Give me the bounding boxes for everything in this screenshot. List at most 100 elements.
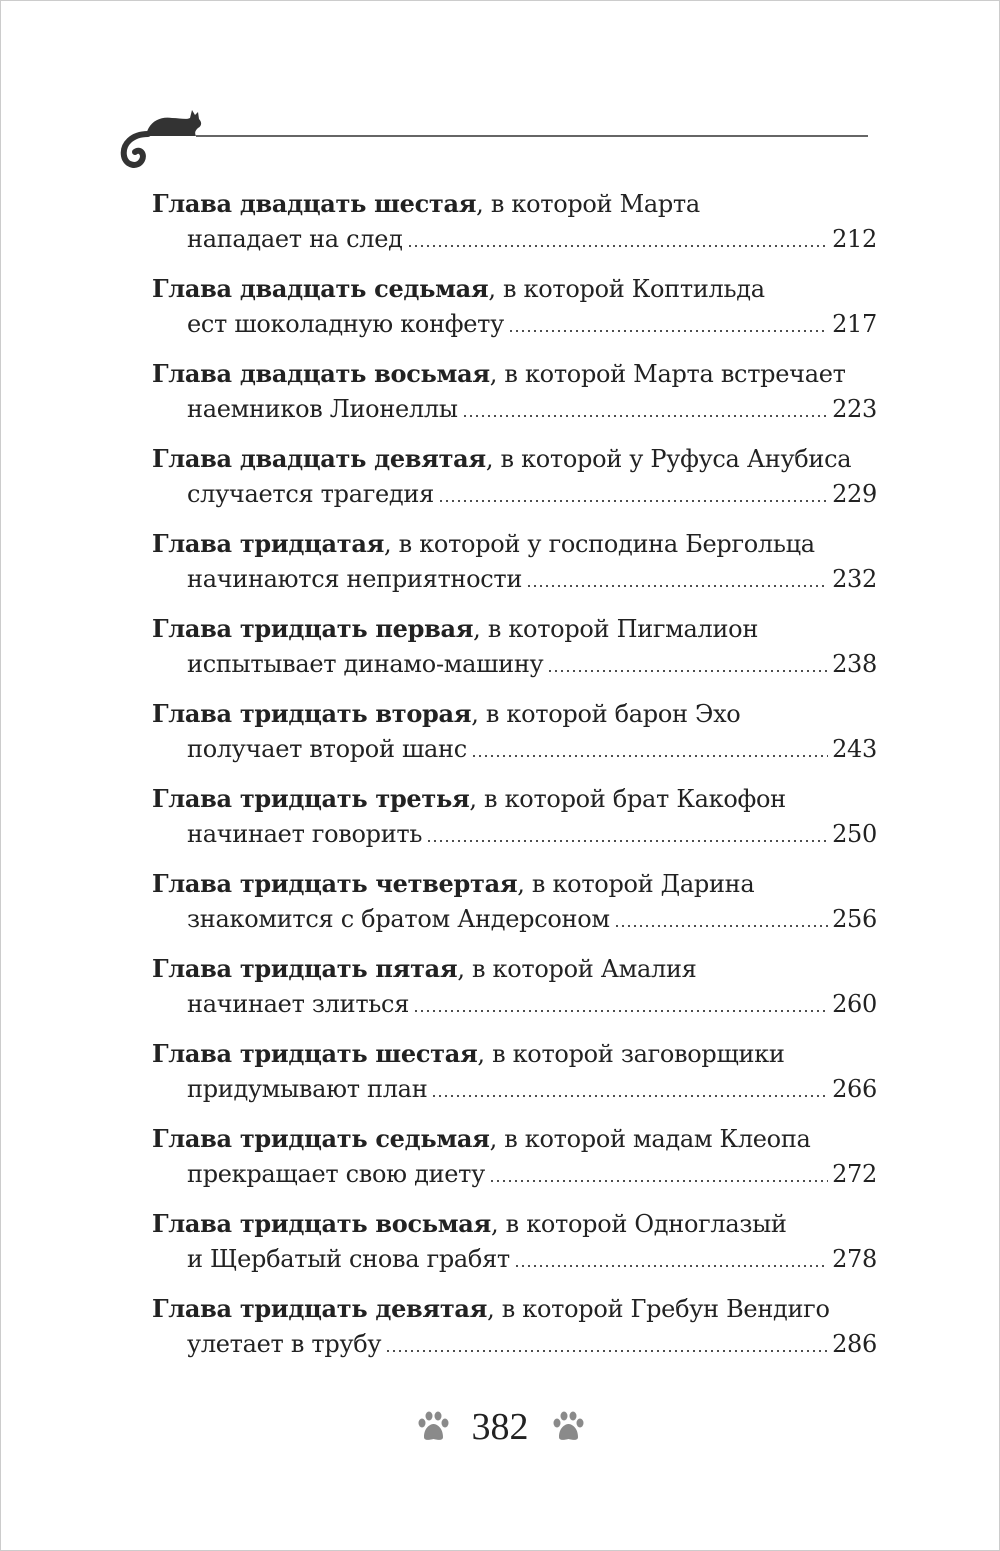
- chapter-subtitle-end: начинаются неприятности: [187, 565, 523, 593]
- chapter-title: Глава тридцать девятая: [152, 1294, 488, 1323]
- page-ref: 212: [832, 225, 877, 253]
- entry-line: ест шоколадную конфету 217: [152, 307, 877, 342]
- dot-leader: [526, 584, 829, 588]
- page-ref: 250: [832, 820, 877, 848]
- chapter-subtitle-start: , в которой Одноглазый: [491, 1210, 787, 1238]
- page-ref: 260: [832, 990, 877, 1018]
- dot-leader: [488, 1179, 829, 1183]
- dot-leader: [513, 1264, 829, 1268]
- entry-heading: Глава двадцать шестая, в которой Марта: [152, 186, 877, 222]
- chapter-subtitle-start: , в которой у Руфуса Анубиса: [485, 445, 852, 473]
- entry-line: придумывают план 266: [152, 1072, 877, 1107]
- chapter-title: Глава тридцать первая: [152, 614, 474, 643]
- chapter-subtitle-start: , в которой барон Эхо: [471, 700, 741, 728]
- entry-line: начинает злиться 260: [152, 987, 877, 1022]
- toc-entry[interactable]: Глава тридцать девятая, в которой Гребун…: [152, 1291, 877, 1376]
- page-ref: 229: [832, 480, 877, 508]
- chapter-subtitle-end: начинает злиться: [187, 990, 410, 1018]
- dot-leader: [426, 839, 829, 843]
- toc-entry[interactable]: Глава двадцать восьмая, в которой Марта …: [152, 356, 877, 441]
- entry-line: получает второй шанс 243: [152, 732, 877, 767]
- toc-entry[interactable]: Глава тридцать вторая, в которой барон Э…: [152, 696, 877, 781]
- dot-leader: [507, 329, 829, 333]
- toc-entry[interactable]: Глава двадцать девятая, в которой у Руфу…: [152, 441, 877, 526]
- entry-line: и Щербатый снова грабят 278: [152, 1242, 877, 1277]
- toc-entry[interactable]: Глава двадцать шестая, в которой Марта на…: [152, 186, 877, 271]
- entry-heading: Глава тридцать девятая, в которой Гребун…: [152, 1291, 877, 1327]
- chapter-title: Глава тридцать седьмая: [152, 1124, 490, 1153]
- toc-entry[interactable]: Глава тридцать седьмая, в которой мадам …: [152, 1121, 877, 1206]
- page-ref: 243: [832, 735, 877, 763]
- chapter-subtitle-start: , в которой брат Какофон: [469, 785, 786, 813]
- chapter-subtitle-start: , в которой Коптильда: [488, 275, 765, 303]
- entry-heading: Глава тридцать пятая, в которой Амалия: [152, 951, 877, 987]
- chapter-title: Глава двадцать девятая: [152, 444, 486, 473]
- toc-entry[interactable]: Глава тридцать восьмая, в которой Одногл…: [152, 1206, 877, 1291]
- chapter-subtitle-end: наемников Лионеллы: [187, 395, 458, 423]
- entry-heading: Глава тридцать седьмая, в которой мадам …: [152, 1121, 877, 1157]
- toc-entry[interactable]: Глава тридцать третья, в которой брат Ка…: [152, 781, 877, 866]
- entry-line: нападает на след 212: [152, 222, 877, 257]
- dot-leader: [431, 1094, 829, 1098]
- entry-line: начинаются неприятности 232: [152, 562, 877, 597]
- dot-leader: [461, 414, 829, 418]
- chapter-title: Глава тридцать вторая: [152, 699, 472, 728]
- entry-heading: Глава тридцать первая, в которой Пигмали…: [152, 611, 877, 647]
- page-ref: 272: [832, 1160, 877, 1188]
- chapter-subtitle-end: нападает на след: [187, 225, 403, 253]
- chapter-title: Глава тридцать восьмая: [152, 1209, 491, 1238]
- table-of-contents: Глава двадцать шестая, в которой Марта на…: [152, 186, 877, 1376]
- chapter-subtitle-start: , в которой Пигмалион: [473, 615, 759, 643]
- chapter-subtitle-end: знакомится с братом Андерсоном: [187, 905, 610, 933]
- chapter-title: Глава двадцать шестая: [152, 189, 477, 218]
- chapter-title: Глава тридцать пятая: [152, 954, 458, 983]
- entry-line: знакомится с братом Андерсоном 256: [152, 902, 877, 937]
- chapter-title: Глава тридцать четвертая: [152, 869, 518, 898]
- chapter-subtitle-end: начинает говорить: [187, 820, 423, 848]
- page-ref: 266: [832, 1075, 877, 1103]
- chapter-title: Глава двадцать восьмая: [152, 359, 490, 388]
- toc-entry[interactable]: Глава тридцать первая, в которой Пигмали…: [152, 611, 877, 696]
- chapter-subtitle-start: , в которой Марта: [476, 190, 700, 218]
- chapter-subtitle-start: , в которой мадам Клеопа: [489, 1125, 811, 1153]
- toc-entry[interactable]: Глава тридцать шестая, в которой заговор…: [152, 1036, 877, 1121]
- header-rule: [196, 135, 868, 137]
- entry-heading: Глава двадцать седьмая, в которой Коптил…: [152, 271, 877, 307]
- chapter-title: Глава тридцать третья: [152, 784, 470, 813]
- chapter-subtitle-start: , в которой у господина Бергольца: [384, 530, 815, 558]
- chapter-subtitle-end: прекращает свою диету: [187, 1160, 485, 1188]
- toc-entry[interactable]: Глава тридцать четвертая, в которой Дари…: [152, 866, 877, 951]
- page-ref: 223: [832, 395, 877, 423]
- page-footer: 382: [0, 1405, 1000, 1449]
- dot-leader: [413, 1009, 829, 1013]
- chapter-subtitle-end: ест шоколадную конфету: [187, 310, 504, 338]
- entry-heading: Глава тридцатая, в которой у господина Б…: [152, 526, 877, 562]
- chapter-title: Глава тридцатая: [152, 529, 385, 558]
- entry-line: начинает говорить 250: [152, 817, 877, 852]
- chapter-subtitle-start: , в которой Амалия: [457, 955, 697, 983]
- entry-heading: Глава двадцать девятая, в которой у Руфу…: [152, 441, 877, 477]
- page-ref: 278: [832, 1245, 877, 1273]
- dot-leader: [547, 669, 829, 673]
- dot-leader: [613, 924, 829, 928]
- entry-heading: Глава двадцать восьмая, в которой Марта …: [152, 356, 877, 392]
- chapter-subtitle-end: и Щербатый снова грабят: [187, 1245, 510, 1273]
- page-ref: 256: [832, 905, 877, 933]
- dot-leader: [385, 1349, 829, 1353]
- entry-line: прекращает свою диету 272: [152, 1157, 877, 1192]
- page-ref: 238: [832, 650, 877, 678]
- toc-entry[interactable]: Глава тридцатая, в которой у господина Б…: [152, 526, 877, 611]
- dot-leader: [437, 499, 829, 503]
- chapter-subtitle-end: получает второй шанс: [187, 735, 467, 763]
- page-ref: 232: [832, 565, 877, 593]
- chapter-subtitle-end: испытывает динамо-машину: [187, 650, 544, 678]
- toc-entry[interactable]: Глава двадцать седьмая, в которой Коптил…: [152, 271, 877, 356]
- entry-heading: Глава тридцать третья, в которой брат Ка…: [152, 781, 877, 817]
- page-ref: 217: [832, 310, 877, 338]
- page-number: 382: [471, 1406, 529, 1448]
- dot-leader: [470, 754, 829, 758]
- chapter-subtitle-start: , в которой Дарина: [517, 870, 755, 898]
- page-ref: 286: [832, 1330, 877, 1358]
- chapter-subtitle-start: , в которой заговорщики: [477, 1040, 785, 1068]
- toc-entry[interactable]: Глава тридцать пятая, в которой Амалия на…: [152, 951, 877, 1036]
